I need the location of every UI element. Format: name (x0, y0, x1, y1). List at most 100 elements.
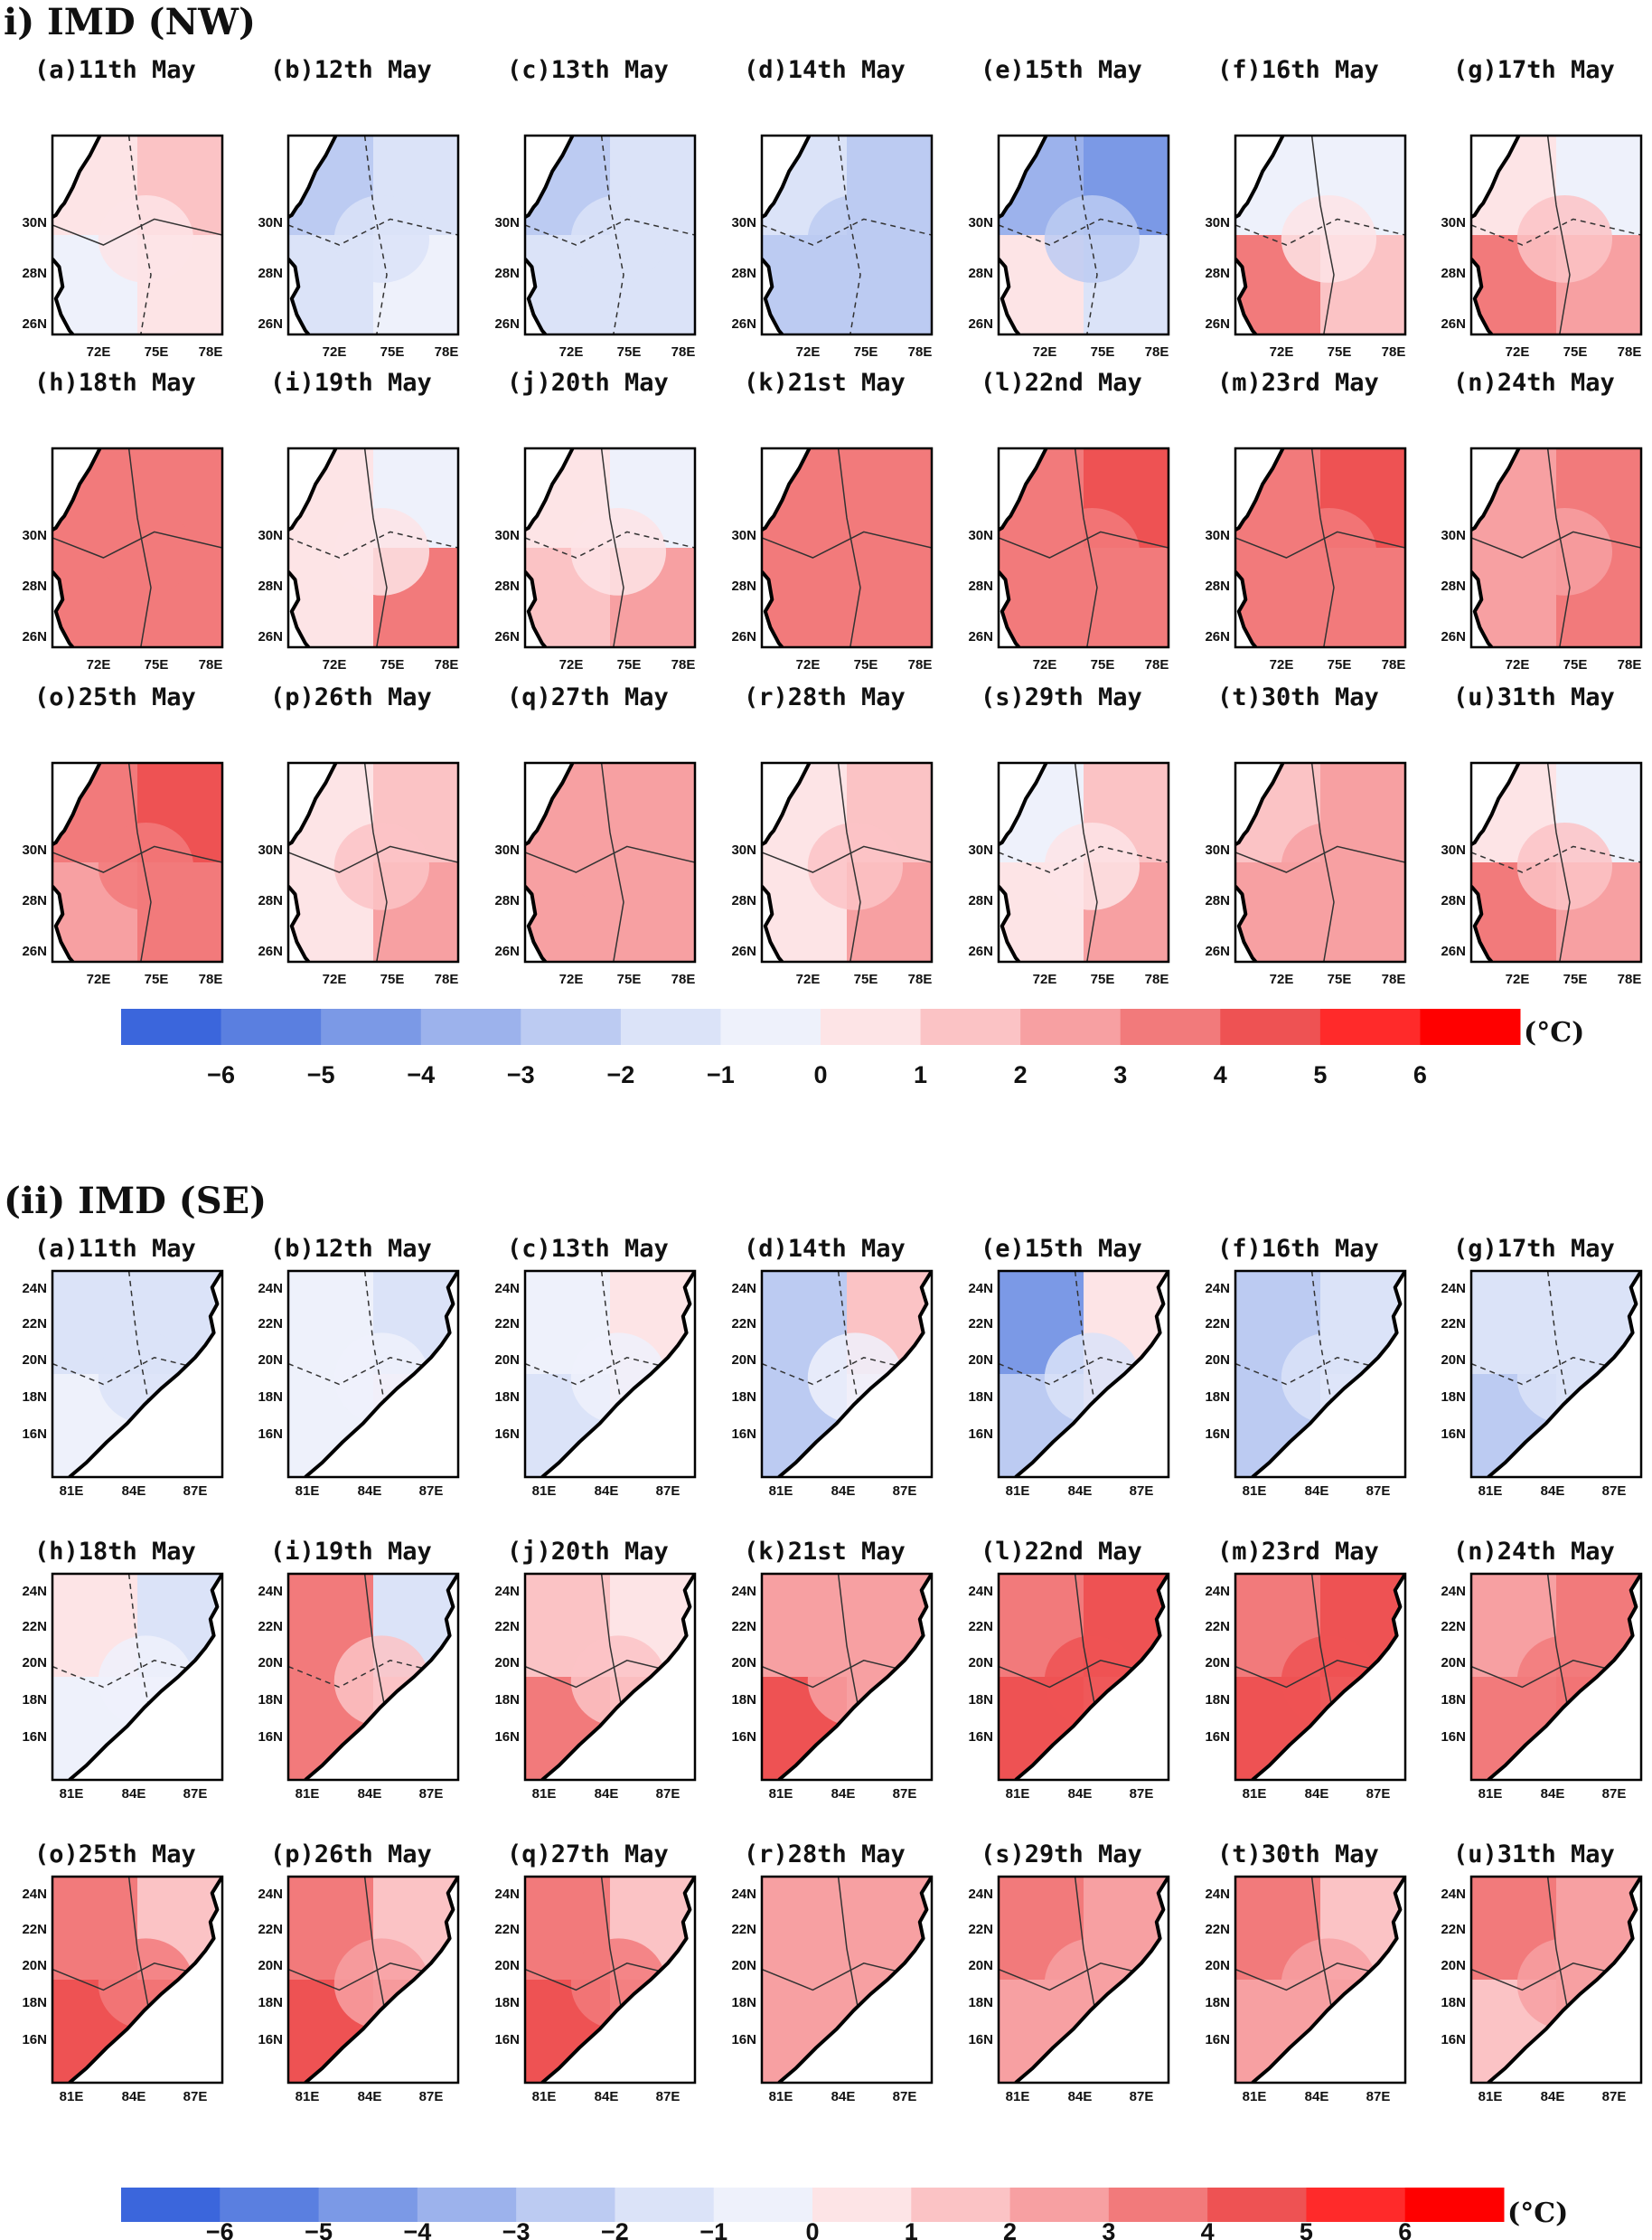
map-panel: (n)24th May 24N 22N 20N 18N 16N 81E 84E 87E (1441, 1538, 1643, 1802)
sea-mask (999, 886, 1019, 962)
panel-title: (f)16th May (1217, 1235, 1379, 1263)
map-frame (997, 1875, 1170, 2085)
colorbar-tick-label: −6 (206, 2218, 234, 2240)
lon-tick-label: 87E (1602, 1483, 1627, 1499)
map-panel: (j)20th May 30N 28N 26N 72E 75E 78E (494, 369, 697, 673)
lat-tick-label: 18N (968, 1995, 993, 2010)
lon-tick-label: 87E (656, 1786, 681, 1802)
panel-title: (l)22nd May (981, 369, 1142, 397)
lon-tick-label: 75E (1091, 657, 1115, 673)
lon-tick-label: 78E (199, 344, 223, 360)
lon-tick-label: 75E (617, 972, 642, 987)
lon-tick-label: 84E (1068, 1483, 1093, 1499)
lon-tick-label: 72E (796, 344, 821, 360)
sea-mask (1252, 1271, 1405, 1477)
colorbar-swatch (713, 2188, 813, 2222)
panel-title: (m)23rd May (1217, 369, 1379, 397)
lon-tick-label: 87E (893, 1786, 917, 1802)
colorbar-tick-label: −3 (507, 1061, 535, 1088)
lat-tick-label: 18N (968, 1692, 993, 1708)
lat-tick-label: 26N (258, 944, 283, 959)
sea-mask (1488, 1271, 1641, 1477)
lon-tick-label: 72E (796, 972, 821, 987)
map-panel: (k)21st May 30N 28N 26N 72E 75E 78E (731, 369, 934, 673)
lat-tick-label: 16N (258, 2032, 283, 2047)
contour-line (363, 136, 388, 334)
lon-tick-label: 75E (145, 657, 169, 673)
lon-tick-label: 75E (380, 344, 405, 360)
contour-line (288, 1357, 458, 1386)
lat-tick-label: 26N (1441, 316, 1466, 332)
lat-tick-label: 24N (494, 1887, 520, 1902)
map-frame (1469, 134, 1643, 336)
lon-tick-label: 81E (296, 2089, 320, 2104)
lon-tick-label: 84E (358, 1786, 382, 1802)
panel-title: (j)20th May (507, 369, 669, 397)
lat-tick-label: 20N (1441, 1655, 1466, 1671)
anomaly-core (333, 508, 430, 596)
coastline (525, 136, 575, 219)
lat-tick-label: 16N (1205, 1729, 1230, 1745)
lat-tick-label: 30N (494, 528, 520, 543)
coastline (525, 570, 548, 647)
map-panel: (m)23rd May 30N 28N 26N 72E 75E 78E (1205, 369, 1407, 673)
map-panel: (u)31th May 24N 22N 20N 18N 16N 81E 84E 87E (1441, 1840, 1643, 2104)
anomaly-field (999, 136, 1169, 334)
map-panel: (s)29th May 30N 28N 26N 72E 75E 78E (968, 683, 1170, 987)
lat-tick-label: 16N (1441, 1729, 1466, 1745)
lat-tick-label: 30N (731, 842, 756, 858)
lon-tick-label: 81E (1243, 1786, 1267, 1802)
lon-tick-label: 87E (1366, 1786, 1391, 1802)
coastline (1471, 885, 1494, 962)
lon-tick-label: 75E (1328, 657, 1352, 673)
lon-tick-label: 78E (1382, 344, 1406, 360)
sea-mask (305, 1877, 458, 2083)
lat-tick-label: 30N (1205, 528, 1230, 543)
colorbar-swatch (812, 2188, 912, 2222)
anomaly-core (1516, 195, 1613, 283)
sea-mask (541, 1574, 695, 1780)
map-panel: (l)22nd May 30N 28N 26N 72E 75E 78E (968, 369, 1170, 673)
lon-tick-label: 84E (831, 2089, 856, 2104)
lat-tick-label: 28N (731, 266, 756, 281)
lat-tick-label: 30N (1441, 215, 1466, 231)
lon-tick-label: 75E (617, 344, 642, 360)
colorbar-swatch (220, 2188, 320, 2222)
contour-line (363, 448, 388, 647)
lat-tick-label: 30N (494, 215, 520, 231)
map-panel: (o)25th May 24N 22N 20N 18N 16N 81E 84E 87E (22, 1840, 224, 2104)
lat-tick-label: 28N (258, 266, 283, 281)
coastline (52, 258, 75, 334)
coastline (68, 1271, 222, 1477)
lon-tick-label: 81E (532, 1786, 557, 1802)
lon-tick-label: 72E (323, 972, 347, 987)
lon-tick-label: 78E (1618, 344, 1642, 360)
lat-tick-label: 26N (258, 316, 283, 332)
contour-line (600, 448, 624, 647)
colorbar-tick-label: −2 (601, 2218, 629, 2240)
lat-tick-label: 24N (1205, 1281, 1230, 1296)
lon-tick-label: 72E (1506, 344, 1530, 360)
coastline (777, 1574, 932, 1780)
map-frame (997, 1572, 1170, 1782)
lon-tick-label: 78E (1145, 344, 1169, 360)
contour-line (999, 1357, 1169, 1386)
map-panels: (a)11th May 30N 28N 26N 72E 75E 78E (b)12th May… (22, 56, 1643, 2104)
sea-mask (525, 259, 546, 334)
coastline (1235, 136, 1285, 219)
anomaly-core (570, 195, 667, 283)
map-panel: (r)28th May 24N 22N 20N 18N 16N 81E 84E 87E (731, 1840, 934, 2104)
lat-tick-label: 30N (1205, 215, 1230, 231)
lat-tick-label: 24N (1441, 1584, 1466, 1599)
coastline (68, 1877, 222, 2083)
coastline (52, 763, 102, 846)
map-frame (997, 134, 1170, 336)
contour-line (600, 136, 624, 334)
colorbar-swatch (420, 1009, 521, 1045)
lon-tick-label: 78E (908, 972, 933, 987)
colorbar-nw: −6 −5 −4 −3 −2 −1 0 1 2 3 4 5 6 (°C) (121, 1009, 1584, 1088)
lat-tick-label: 20N (1441, 1352, 1466, 1368)
colorbar-tick-label: 6 (1413, 1061, 1427, 1088)
panel-title: (o)25th May (34, 683, 196, 711)
lat-tick-label: 18N (1441, 1692, 1466, 1708)
